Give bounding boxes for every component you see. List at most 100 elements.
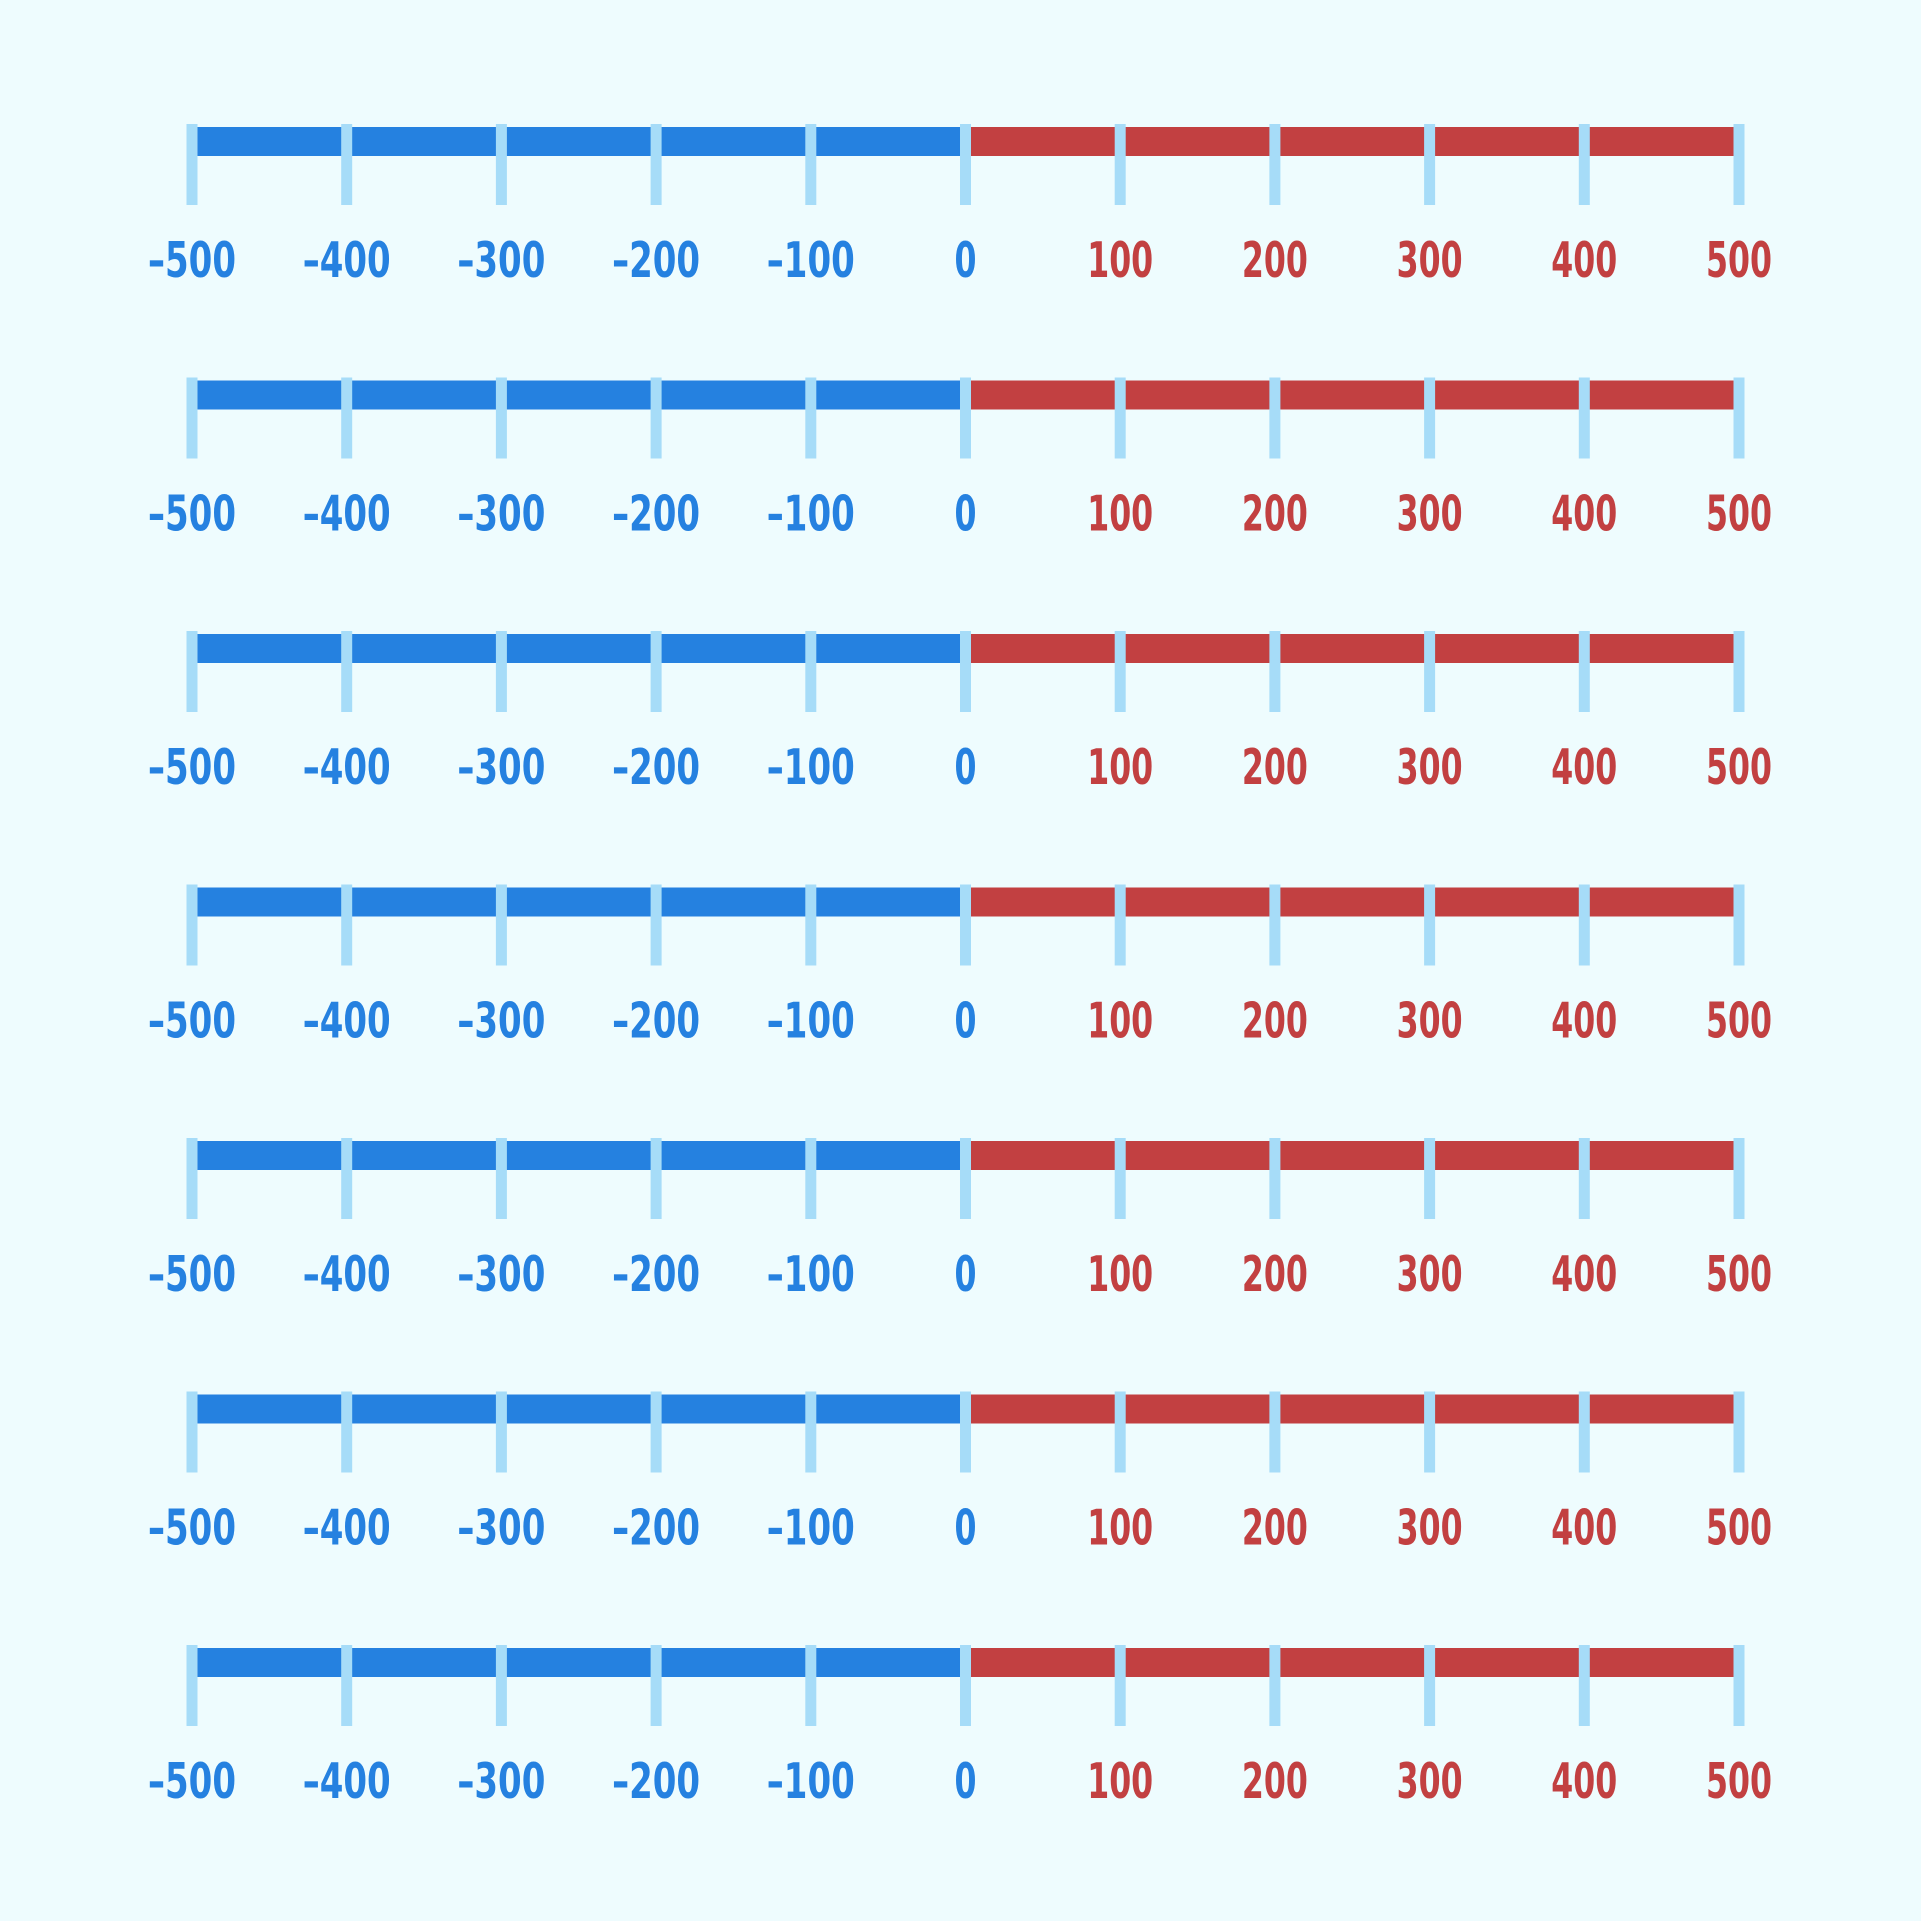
positive-segment — [965, 887, 1739, 917]
tick-label: –500 — [148, 993, 236, 1050]
tick-label: 200 — [1242, 739, 1308, 796]
tick-label: 200 — [1242, 232, 1308, 289]
tick-label: 0 — [955, 232, 977, 289]
tick-label: 400 — [1551, 486, 1617, 543]
tick-label: 0 — [955, 486, 977, 543]
tick-mark — [960, 1391, 971, 1473]
tick-label: 500 — [1706, 486, 1772, 543]
tick-mark — [1578, 884, 1590, 966]
tick-label: –300 — [457, 232, 545, 289]
tick-label: –400 — [303, 1500, 391, 1557]
tick-label: 400 — [1551, 1246, 1617, 1303]
tick-label: 100 — [1087, 1500, 1153, 1557]
tick-mark — [341, 1645, 353, 1726]
negative-segment — [192, 634, 966, 663]
tick-label: 0 — [955, 1500, 977, 1557]
positive-segment — [965, 1394, 1739, 1424]
tick-mark — [1733, 1645, 1745, 1726]
tick-mark — [805, 1391, 817, 1473]
tick-label: 300 — [1397, 993, 1463, 1050]
tick-label: –400 — [303, 1246, 391, 1303]
tick-mark — [960, 1645, 971, 1726]
tick-mark — [1733, 1391, 1745, 1473]
number-line: –500 –400 –300 –200 –100 0 100 200 300 400 500 — [148, 884, 1772, 1050]
tick-label: –500 — [148, 1500, 236, 1557]
tick-label: –400 — [303, 486, 391, 543]
tick-mark — [1269, 1645, 1281, 1726]
tick-label: 300 — [1397, 1753, 1463, 1810]
number-line: –500 –400 –300 –200 –100 0 100 200 300 400 500 — [148, 631, 1772, 796]
tick-mark — [960, 124, 971, 205]
tick-label: –400 — [303, 232, 391, 289]
tick-label: –400 — [303, 993, 391, 1050]
tick-mark — [1114, 377, 1126, 459]
tick-mark — [1424, 884, 1436, 966]
tick-mark — [1269, 377, 1281, 459]
tick-mark — [1114, 1645, 1126, 1726]
tick-label: –300 — [457, 993, 545, 1050]
tick-mark — [1578, 377, 1590, 459]
tick-mark — [186, 1645, 198, 1726]
tick-mark — [805, 1645, 817, 1726]
tick-mark — [805, 1138, 817, 1219]
tick-label: –500 — [148, 1246, 236, 1303]
tick-label: –300 — [457, 1500, 545, 1557]
negative-segment — [192, 1141, 966, 1170]
tick-label: –100 — [767, 1246, 855, 1303]
tick-label: –100 — [767, 1500, 855, 1557]
tick-mark — [186, 1138, 198, 1219]
tick-label: –100 — [767, 993, 855, 1050]
tick-label: –200 — [612, 993, 700, 1050]
tick-label: 0 — [955, 1753, 977, 1810]
tick-mark — [1269, 884, 1281, 966]
tick-mark — [495, 631, 507, 712]
tick-mark — [1578, 124, 1590, 205]
positive-segment — [965, 634, 1739, 663]
tick-label: –200 — [612, 739, 700, 796]
number-line: –500 –400 –300 –200 –100 0 100 200 300 400 500 — [148, 1138, 1772, 1303]
tick-mark — [186, 1391, 198, 1473]
tick-label: –300 — [457, 739, 545, 796]
negative-segment — [192, 1394, 966, 1424]
tick-mark — [186, 124, 198, 205]
tick-mark — [1733, 124, 1745, 205]
tick-label: 500 — [1706, 232, 1772, 289]
tick-mark — [495, 1645, 507, 1726]
negative-segment — [192, 887, 966, 917]
tick-label: –400 — [303, 1753, 391, 1810]
tick-label: –100 — [767, 1753, 855, 1810]
tick-mark — [495, 377, 507, 459]
tick-mark — [650, 631, 662, 712]
tick-mark — [1269, 1138, 1281, 1219]
tick-mark — [1114, 631, 1126, 712]
positive-segment — [965, 380, 1739, 410]
tick-label: –200 — [612, 1753, 700, 1810]
tick-mark — [1578, 1138, 1590, 1219]
tick-label: 0 — [955, 993, 977, 1050]
tick-label: 300 — [1397, 232, 1463, 289]
tick-label: –200 — [612, 486, 700, 543]
tick-label: –300 — [457, 1246, 545, 1303]
tick-mark — [341, 1138, 353, 1219]
tick-mark — [495, 1138, 507, 1219]
tick-mark — [1269, 1391, 1281, 1473]
tick-label: 300 — [1397, 1500, 1463, 1557]
tick-label: 500 — [1706, 1753, 1772, 1810]
tick-mark — [1578, 1391, 1590, 1473]
tick-label: –400 — [303, 739, 391, 796]
tick-mark — [650, 377, 662, 459]
tick-label: 400 — [1551, 1500, 1617, 1557]
tick-label: 200 — [1242, 486, 1308, 543]
tick-label: 100 — [1087, 739, 1153, 796]
tick-mark — [341, 124, 353, 205]
negative-segment — [192, 380, 966, 410]
tick-mark — [495, 884, 507, 966]
tick-mark — [650, 1645, 662, 1726]
tick-label: 300 — [1397, 1246, 1463, 1303]
tick-mark — [1424, 1645, 1436, 1726]
tick-label: 500 — [1706, 993, 1772, 1050]
tick-mark — [650, 1391, 662, 1473]
tick-label: –300 — [457, 486, 545, 543]
tick-label: –500 — [148, 1753, 236, 1810]
